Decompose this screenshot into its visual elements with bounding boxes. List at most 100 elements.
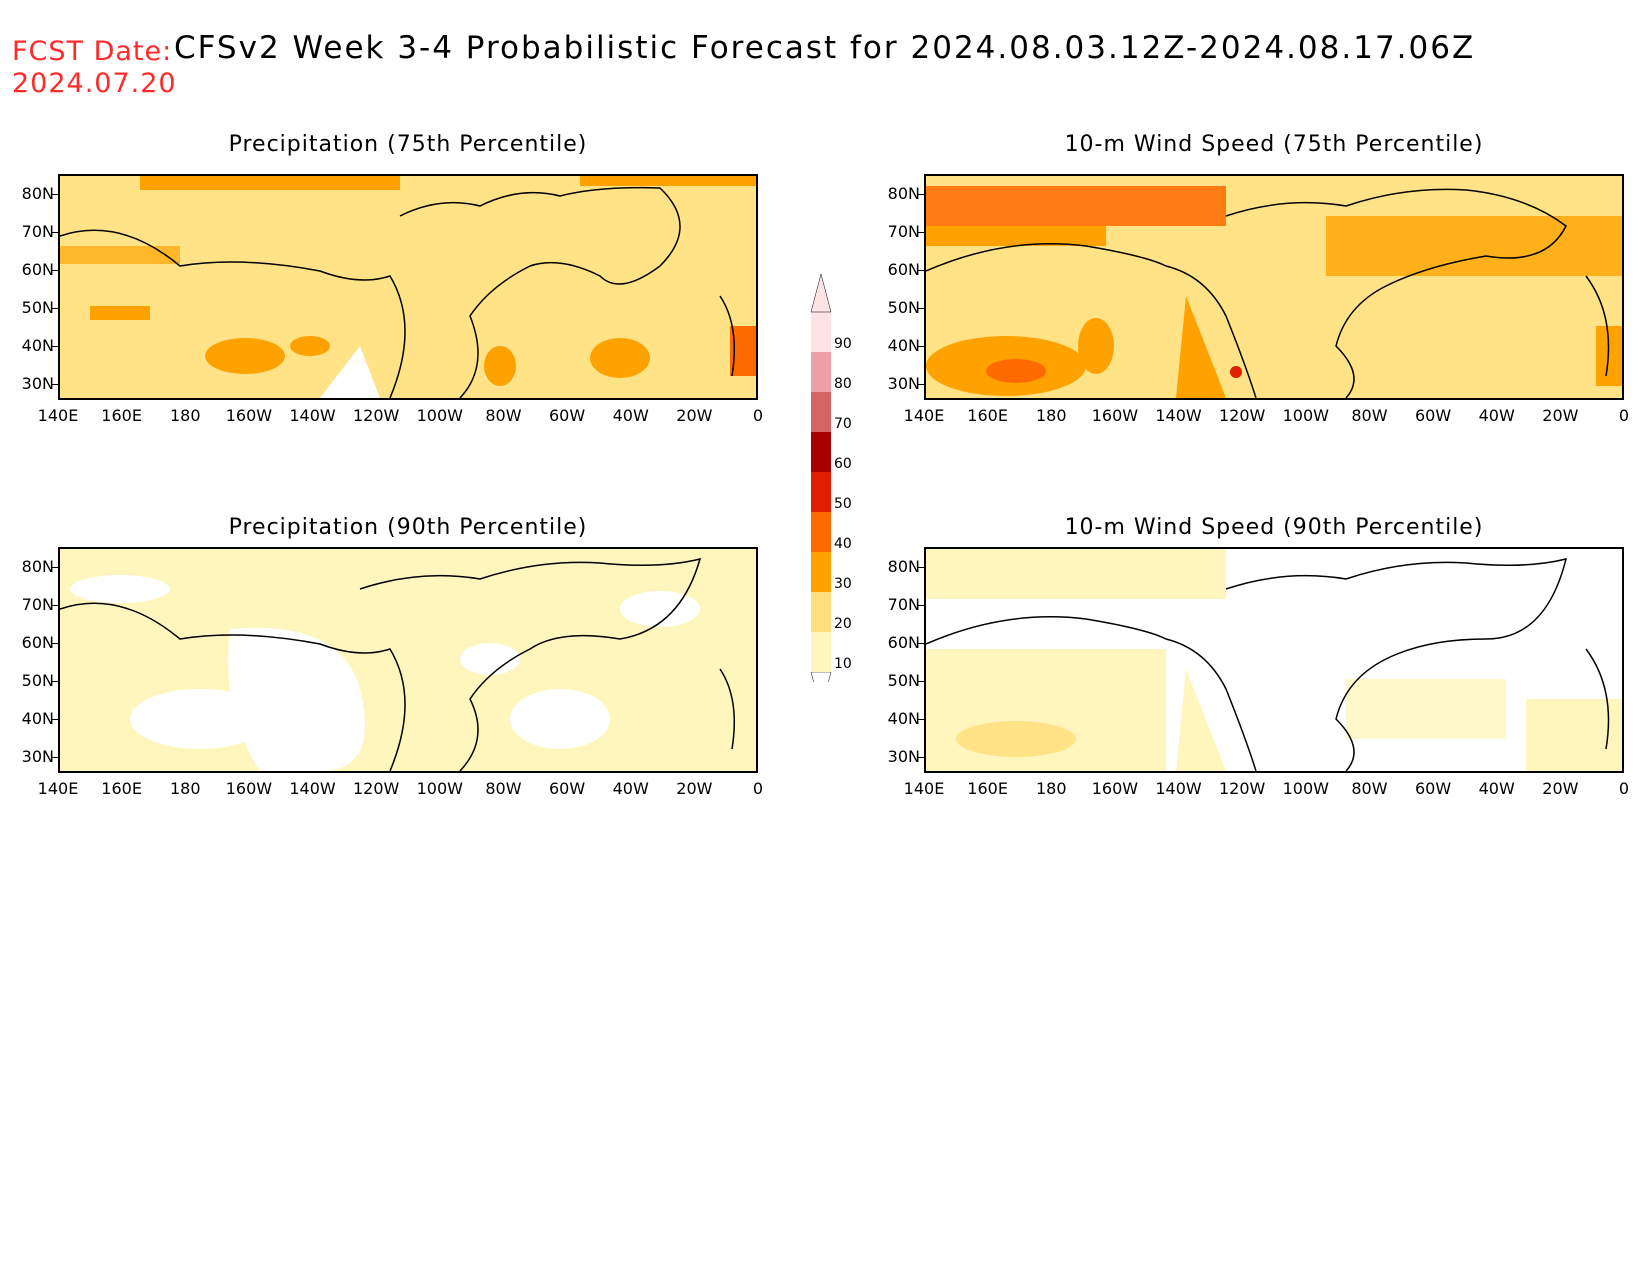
lat-tick <box>918 757 924 758</box>
colorbar-high-arrow <box>810 273 832 313</box>
panel-title-precip90: Precipitation (90th Percentile) <box>228 515 588 540</box>
lon-label: 180 <box>1035 406 1067 425</box>
fcst-date-value: 2024.07.20 <box>12 68 177 99</box>
lon-label: 20W <box>1542 406 1579 425</box>
lon-label: 140E <box>903 406 945 425</box>
lat-tick <box>52 719 58 720</box>
lon-label: 120W <box>352 779 400 798</box>
lat-label: 70N <box>21 595 54 614</box>
colorbar-label: 90 <box>834 336 852 352</box>
lat-tick <box>918 346 924 347</box>
lat-label: 70N <box>21 222 54 241</box>
lon-label: 140E <box>903 779 945 798</box>
lat-label: 30N <box>887 374 920 393</box>
lat-label: 50N <box>887 298 920 317</box>
colorbar-swatch <box>811 432 831 472</box>
lat-label: 60N <box>887 633 920 652</box>
lat-label: 80N <box>887 557 920 576</box>
lat-tick <box>918 643 924 644</box>
lat-tick <box>918 384 924 385</box>
map-wind-90 <box>924 547 1624 773</box>
map-precip-90 <box>58 547 758 773</box>
lon-label: 60W <box>548 406 586 425</box>
lat-tick <box>52 270 58 271</box>
panel-title-precip75: Precipitation (75th Percentile) <box>228 132 588 157</box>
lon-label: 120W <box>1218 779 1266 798</box>
lon-label: 160E <box>101 779 142 798</box>
colorbar-swatch <box>811 552 831 592</box>
colorbar-swatch <box>811 312 831 352</box>
lon-label: 80W <box>1351 406 1388 425</box>
lat-tick <box>52 346 58 347</box>
colorbar-swatch <box>811 392 831 432</box>
panel-title-wind90: 10-m Wind Speed (90th Percentile) <box>1064 515 1484 540</box>
lat-tick <box>52 232 58 233</box>
lon-label: 120W <box>1218 406 1266 425</box>
lon-label: 20W <box>1542 779 1579 798</box>
colorbar-label: 70 <box>834 416 852 432</box>
lon-label: 60W <box>548 779 586 798</box>
lon-label: 60W <box>1414 779 1452 798</box>
lon-label: 100W <box>1282 406 1329 425</box>
lat-label: 60N <box>21 260 54 279</box>
lat-label: 60N <box>21 633 54 652</box>
lon-label: 0 <box>1618 406 1630 425</box>
lon-label: 160E <box>967 779 1008 798</box>
lon-label: 80W <box>485 779 522 798</box>
lon-label: 140W <box>1155 779 1202 798</box>
lat-tick <box>52 605 58 606</box>
colorbar-low-arrow <box>810 671 832 682</box>
lat-label: 30N <box>21 747 54 766</box>
lon-label: 100W <box>416 406 463 425</box>
colorbar-label: 50 <box>834 496 852 512</box>
lon-label: 160E <box>101 406 142 425</box>
lat-tick <box>918 194 924 195</box>
lon-label: 180 <box>1035 779 1067 798</box>
lat-label: 80N <box>21 557 54 576</box>
lon-label: 160W <box>225 406 273 425</box>
lon-label: 0 <box>752 406 764 425</box>
lon-label: 140W <box>289 406 336 425</box>
lon-label: 0 <box>752 779 764 798</box>
lat-tick <box>52 681 58 682</box>
lat-tick <box>918 719 924 720</box>
fcst-date-label: FCST Date: <box>12 36 173 67</box>
lon-label: 180 <box>169 779 201 798</box>
lon-label: 60W <box>1414 406 1452 425</box>
lat-label: 50N <box>21 298 54 317</box>
lon-label: 160W <box>1091 779 1139 798</box>
colorbar-swatch <box>811 472 831 512</box>
lon-label: 80W <box>485 406 522 425</box>
lon-label: 140E <box>37 406 79 425</box>
lat-tick <box>918 567 924 568</box>
colorbar-swatch <box>811 352 831 392</box>
lat-label: 40N <box>887 336 920 355</box>
lat-label: 50N <box>887 671 920 690</box>
lon-label: 160E <box>967 406 1008 425</box>
colorbar-swatch <box>811 632 831 672</box>
lat-label: 30N <box>887 747 920 766</box>
lon-label: 180 <box>169 406 201 425</box>
lon-label: 160W <box>225 779 273 798</box>
lat-tick <box>918 270 924 271</box>
colorbar-swatch <box>811 512 831 552</box>
lat-label: 80N <box>21 184 54 203</box>
lat-tick <box>918 308 924 309</box>
lon-label: 80W <box>1351 779 1388 798</box>
lat-label: 80N <box>887 184 920 203</box>
lat-label: 40N <box>21 709 54 728</box>
colorbar-swatch <box>811 592 831 632</box>
lon-label: 20W <box>676 406 713 425</box>
lat-tick <box>52 567 58 568</box>
lon-label: 160W <box>1091 406 1139 425</box>
lon-label: 40W <box>1478 779 1515 798</box>
lat-label: 50N <box>21 671 54 690</box>
colorbar-label: 10 <box>834 656 852 672</box>
lon-label: 100W <box>416 779 463 798</box>
lon-label: 40W <box>612 406 649 425</box>
lon-label: 40W <box>1478 406 1515 425</box>
lat-label: 60N <box>887 260 920 279</box>
lat-tick <box>52 194 58 195</box>
map-wind-75 <box>924 174 1624 400</box>
lat-label: 70N <box>887 595 920 614</box>
